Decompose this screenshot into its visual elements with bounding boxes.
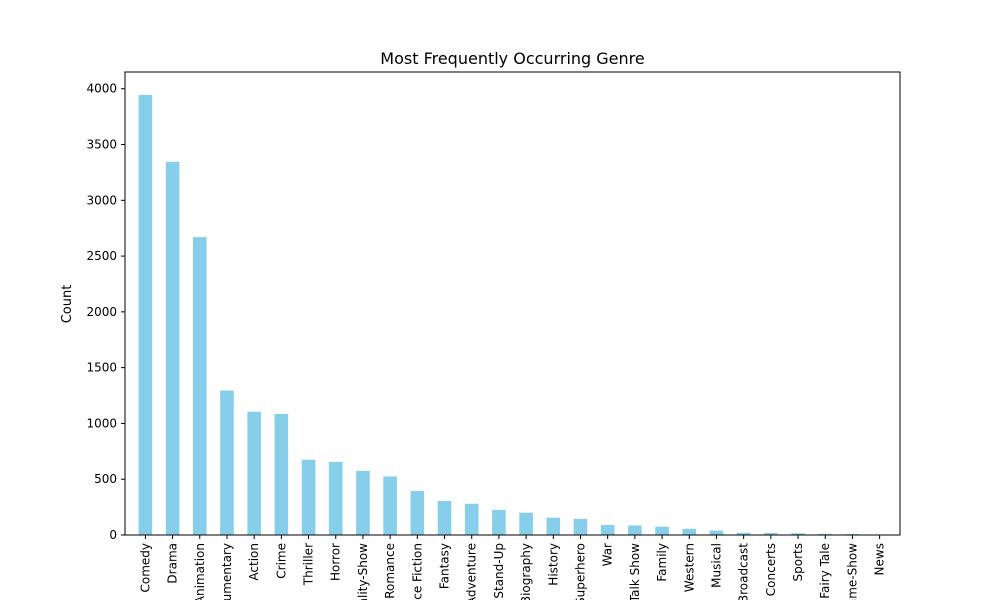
x-tick-label-14: Biography [519, 543, 533, 600]
bar-15 [546, 518, 560, 535]
x-tick-label-7: Horror [329, 543, 343, 581]
bar-20 [682, 529, 696, 535]
x-tick-label-17: War [601, 543, 615, 566]
bar-14 [519, 513, 533, 535]
x-tick-label-20: Western [682, 543, 696, 592]
x-tick-label-27: News [873, 543, 887, 575]
x-tick-label-2: Animation [193, 543, 207, 600]
bar-9 [383, 476, 397, 535]
bar-2 [193, 237, 207, 535]
x-tick-label-25: Fairy Tale [818, 543, 832, 599]
bar-16 [574, 519, 588, 535]
x-tick-label-22: Broadcast [737, 543, 751, 600]
y-axis-label: Count [60, 285, 75, 324]
x-tick-label-4: Action [247, 543, 261, 581]
x-tick-label-23: Concerts [764, 543, 778, 596]
y-tick-label-6: 3000 [86, 193, 117, 207]
y-tick-label-3: 1500 [86, 361, 117, 375]
y-tick-label-0: 0 [109, 528, 117, 542]
bar-12 [465, 504, 479, 535]
x-tick-label-0: Comedy [138, 543, 152, 593]
y-tick-label-5: 2500 [86, 249, 117, 263]
x-tick-label-6: Thriller [302, 543, 316, 586]
bar-13 [492, 510, 506, 535]
x-tick-label-16: Superhero [573, 543, 587, 600]
bar-11 [438, 501, 452, 535]
bar-6 [302, 460, 316, 535]
y-tick-label-7: 3500 [86, 138, 117, 152]
plot-frame [125, 72, 900, 535]
bar-5 [275, 414, 289, 535]
bar-8 [356, 471, 370, 535]
x-tick-label-13: Stand-Up [492, 543, 506, 599]
bar-3 [220, 391, 234, 535]
chart-title: Most Frequently Occurring Genre [380, 49, 644, 68]
x-tick-label-18: Talk Show [628, 543, 642, 600]
x-tick-label-8: Reality-Show [356, 543, 370, 600]
y-tick-label-4: 2000 [86, 305, 117, 319]
x-tick-label-3: Documentary [220, 543, 234, 600]
bar-18 [628, 526, 642, 535]
bar-0 [139, 95, 153, 535]
x-tick-label-19: Family [655, 543, 669, 582]
bar-21 [710, 531, 724, 535]
bar-1 [166, 162, 180, 535]
x-tick-label-26: Game-Show [845, 543, 859, 600]
y-tick-label-8: 4000 [86, 82, 117, 96]
bars-layer [139, 95, 887, 535]
x-tick-label-15: History [546, 543, 560, 586]
bar-4 [247, 412, 261, 535]
x-tick-label-1: Drama [166, 543, 180, 584]
y-tick-label-2: 1000 [86, 416, 117, 430]
bar-10 [411, 491, 425, 535]
bar-7 [329, 462, 343, 535]
x-tick-label-5: Crime [274, 543, 288, 579]
x-tick-label-9: Romance [383, 543, 397, 599]
y-axis-ticks: 0 500 1000 1500 2000 2500 3000 3500 4000 [86, 82, 125, 542]
x-axis-ticks: Comedy Drama Animation Documentary Action Cri… [138, 535, 886, 600]
y-tick-label-1: 500 [94, 472, 117, 486]
x-tick-label-11: Fantasy [438, 543, 452, 589]
x-tick-label-12: Adventure [465, 543, 479, 600]
x-tick-label-21: Musical [709, 543, 723, 588]
bar-19 [655, 527, 669, 535]
x-tick-label-10: Science Fiction [410, 543, 424, 600]
bar-17 [601, 525, 615, 535]
x-tick-label-24: Sports [791, 543, 805, 581]
